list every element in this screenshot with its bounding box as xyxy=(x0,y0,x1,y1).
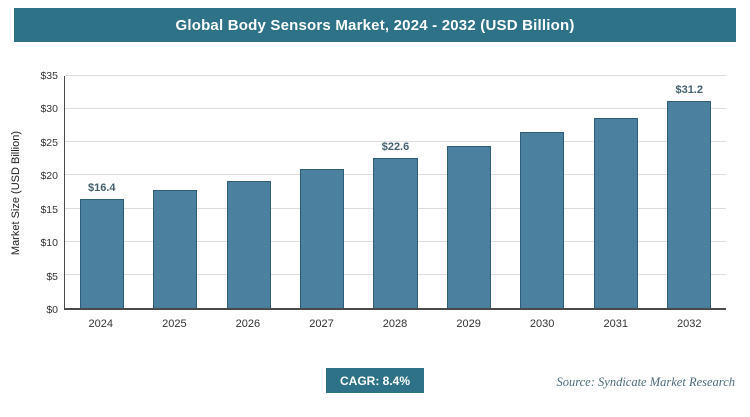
chart-area: Market Size (USD Billion) $0 $5 $10 $15 $20 $… xyxy=(6,70,750,338)
bar-2027 xyxy=(300,169,345,308)
bar-column xyxy=(285,76,358,308)
y-tick-label: $15 xyxy=(40,203,58,216)
y-axis-title-column: Market Size (USD Billion) xyxy=(6,76,26,310)
bar-2031 xyxy=(593,117,638,308)
y-tick-label: $30 xyxy=(40,103,58,116)
bar-column xyxy=(138,76,211,308)
bar-column xyxy=(506,76,579,308)
bar-2025 xyxy=(153,190,198,308)
bar-2032 xyxy=(667,101,712,308)
gridline xyxy=(65,108,726,110)
x-axis-label: 2029 xyxy=(456,318,481,330)
x-axis-label: 2031 xyxy=(603,318,628,330)
y-tick-label: $20 xyxy=(40,170,58,183)
x-axis-label: 2026 xyxy=(235,318,261,330)
x-axis-label: 2025 xyxy=(162,318,187,330)
bar-column: $22.6 xyxy=(359,76,432,308)
y-tick-label: $25 xyxy=(40,136,58,149)
y-tick-label: $35 xyxy=(40,70,58,82)
x-axis-label: 2030 xyxy=(529,318,555,330)
bar-2026 xyxy=(226,180,271,308)
bar-value-label: $22.6 xyxy=(381,141,410,154)
gridline xyxy=(65,75,726,76)
gridline xyxy=(65,141,726,143)
bars-container: $16.4 $22.6 $31.2 xyxy=(65,76,726,308)
y-axis-tick-labels: $0 $5 $10 $15 $20 $25 $30 $35 xyxy=(26,70,64,316)
chart-title: Global Body Sensors Market, 2024 - 2032 … xyxy=(175,16,575,34)
plot-column: $16.4 $22.6 $31.2 2024 2025 2026 2027 2028 2029… xyxy=(64,75,726,338)
x-axis-label: 2024 xyxy=(88,318,114,330)
bar-value-label: $16.4 xyxy=(87,182,116,195)
x-axis-label: 2028 xyxy=(382,318,408,330)
bar-2024 xyxy=(79,199,124,308)
y-axis-title: Market Size (USD Billion) xyxy=(10,130,22,256)
y-tick-label: $5 xyxy=(46,270,58,283)
bar-column: $31.2 xyxy=(653,76,726,308)
y-tick-label: $10 xyxy=(40,237,58,250)
bar-2028 xyxy=(373,158,418,308)
bar-2029 xyxy=(446,145,491,308)
source-text: Source: Syndicate Market Research xyxy=(556,375,735,389)
plot-area: $16.4 $22.6 $31.2 xyxy=(64,75,726,310)
x-axis-label: 2027 xyxy=(309,318,334,330)
bar-column xyxy=(212,76,285,308)
bar-value-label: $31.2 xyxy=(675,84,703,97)
x-axis-label: 2032 xyxy=(677,318,702,330)
y-tick-label: $0 xyxy=(46,304,58,316)
bar-column xyxy=(432,76,505,308)
bar-column xyxy=(579,76,652,308)
chart-title-bar: Global Body Sensors Market, 2024 - 2032 … xyxy=(14,8,736,42)
x-axis-labels: 2024 2025 2026 2027 2028 2029 2030 2031 2032 xyxy=(64,310,726,338)
bar-column: $16.4 xyxy=(65,76,138,308)
cagr-badge: CAGR: 8.4% xyxy=(325,368,425,393)
bar-2030 xyxy=(520,132,565,308)
